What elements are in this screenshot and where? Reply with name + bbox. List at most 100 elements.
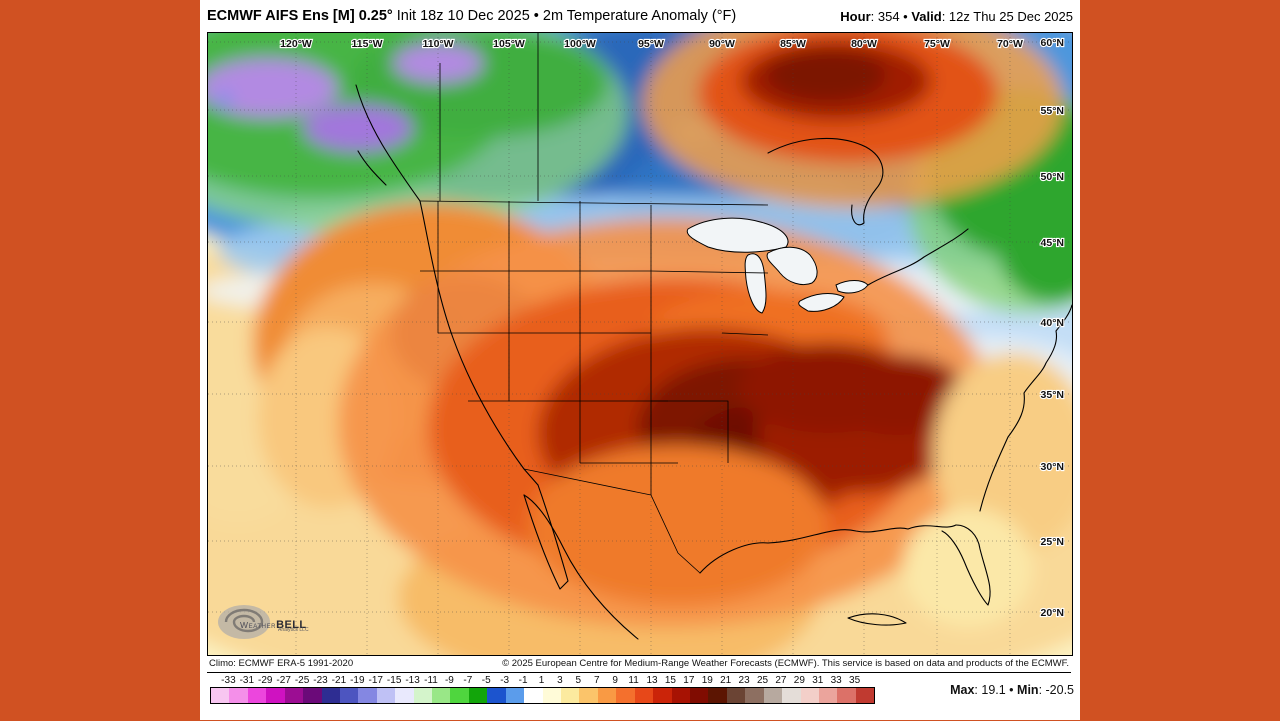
colorbar-tick: 15 [664,675,676,686]
colorbar-cell [413,688,433,703]
colorbar-cell [800,688,819,703]
latitude-label: 60°N [1041,37,1064,49]
watermark-brand: WeatherBELL [240,615,306,633]
swirl-logo-icon [218,605,270,639]
latitude-label: 25°N [1041,536,1064,548]
attribution-strip: Climo: ECMWF ERA-5 1991-2020 © 2025 Euro… [207,656,1071,673]
latitude-labels: 60°N 55°N 50°N 45°N 40°N 35°N 30°N 25°N 20°N [1039,36,1065,620]
valid-value: : 12z Thu 25 Dec 2025 [941,8,1073,24]
longitude-label: 115°W [351,38,382,50]
colorbar-cell [745,688,764,703]
colorbar-cell [450,688,469,703]
max-label: Max [950,683,975,697]
colorbar-cell [321,688,340,703]
longitude-label: 110°W [422,38,453,50]
colorbar-tick: 1 [538,675,545,686]
longitude-labels: 120°W 115°W 110°W 105°W 100°W 95°W 90°W 85°W 80°… [279,37,1024,51]
colorbar-cell [395,688,414,703]
colorbar-cell [432,688,451,703]
colorbar-tick: -31 [239,675,255,686]
separator-dot: • [899,8,912,24]
longitude-label: 85°W [780,38,806,50]
latitude-label: 40°N [1041,317,1064,329]
watermark-brand-light: Weather [240,620,277,630]
copyright-label: © 2025 European Centre for Medium-Range … [502,658,1069,669]
colorbar-tick: 29 [793,675,805,686]
colorbar-tick: 33 [830,675,842,686]
longitude-label: 105°W [493,38,525,50]
colorbar-tick: -27 [276,675,291,686]
legend: -33 -31 -29 -27 -25 -23 -21 -19 -17 -15 -13 -11 -9 -7… [200,675,1080,721]
colorbar-cell [376,688,396,703]
watermark-sub: Analytics LLC [278,627,309,633]
colorbar-tick: -25 [294,675,310,686]
colorbar-cell [211,688,230,703]
hour-value: : 354 [870,8,900,24]
colorbar-tick: 35 [849,675,861,686]
latitude-label: 35°N [1041,389,1064,401]
min-value: : -20.5 [1038,683,1074,697]
colorbar-cell [689,688,709,703]
colorbar-tick: 9 [612,675,618,686]
latitude-label: 45°N [1041,237,1064,249]
colorbar-cell [561,688,580,703]
colorbar-tick: -11 [424,675,438,686]
product-title-detail: Init 18z 10 Dec 2025 • 2m Temperature An… [392,8,737,24]
colorbar-tick: 25 [756,675,769,686]
longitude-label: 75°W [924,38,950,50]
colorbar-cell [229,688,248,703]
colorbar-cell [303,688,322,703]
colorbar-tick: -29 [258,675,273,686]
climo-label: Climo: ECMWF ERA-5 1991-2020 [209,658,354,669]
colorbar-cell [653,688,672,703]
colorbar-cell [468,688,488,703]
maxmin-separator: • [1005,683,1018,697]
header-bar: ECMWF AIFS Ens [M] 0.25° Init 18z 10 Dec… [200,0,1080,32]
latitude-label: 20°N [1041,607,1064,619]
colorbar-tick: 7 [593,675,600,686]
colorbar-cell [671,688,690,703]
colorbar [210,687,875,704]
colorbar-tick: -15 [386,675,402,686]
colorbar-cell [726,688,746,703]
colorbar-tick: -9 [444,675,454,686]
max-min-readout: Max: 19.1 • Min: -20.5 [950,683,1074,697]
colorbar-cell [579,688,598,703]
anomaly-field [208,33,1072,655]
colorbar-tick: -7 [463,675,473,686]
coastlines [355,84,1072,640]
colorbar-tick: 17 [683,675,695,686]
colorbar-cell [782,688,801,703]
colorbar-cell [616,688,635,703]
colorbar-tick: -21 [331,675,347,686]
colorbar-tick: -5 [481,675,491,686]
colorbar-tick: 27 [775,675,787,686]
latitude-label: 55°N [1041,105,1064,117]
map-canvas: 120°W 115°W 110°W 105°W 100°W 95°W 90°W 85°W 80°… [208,33,1072,655]
colorbar-tick: 11 [628,675,639,686]
colorbar-cell [818,688,838,703]
colorbar-tick: -33 [221,675,236,686]
hour-valid-label: Hour: 354 • Valid: 12z Thu 25 Dec 2025 [840,9,1073,24]
colorbar-tick: 31 [812,675,824,686]
colorbar-cell [597,688,617,703]
colorbar-tick: 3 [557,675,563,686]
weather-map: 120°W 115°W 110°W 105°W 100°W 95°W 90°W 85°W 80°… [207,32,1073,656]
colorbar-cell [358,688,377,703]
latitude-label: 50°N [1041,171,1064,183]
colorbar-tick: -3 [500,675,510,686]
max-value: : 19.1 [974,683,1006,697]
colorbar-tick: 5 [575,675,582,686]
longitude-label: 80°W [851,38,877,50]
colorbar-tick: -19 [350,675,365,686]
colorbar-tick: 13 [646,675,658,686]
colorbar-tick: -13 [405,675,420,686]
product-title-model: ECMWF AIFS Ens [M] 0.25° [207,8,393,24]
colorbar-tick-row: -33 -31 -29 -27 -25 -23 -21 -19 -17 -15 -13 -11 -9 -7… [210,675,873,687]
great-lakes [686,217,869,314]
longitude-label: 95°W [638,38,664,50]
colorbar-cell [855,688,875,703]
colorbar-cell [266,688,285,703]
product-panel: ECMWF AIFS Ens [M] 0.25° Init 18z 10 Dec… [200,0,1080,720]
colorbar-tick: 23 [738,675,750,686]
